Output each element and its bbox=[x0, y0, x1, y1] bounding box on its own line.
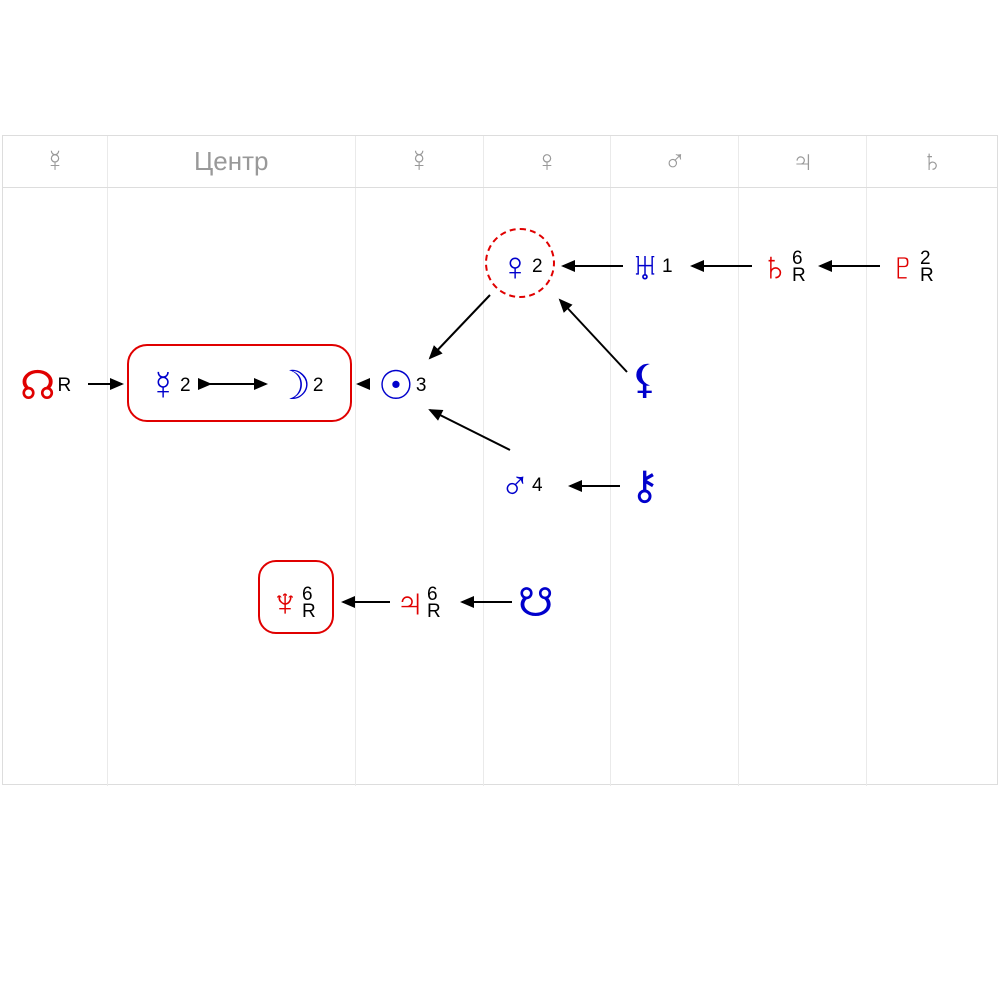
planet-saturn: ♄6R bbox=[760, 247, 806, 287]
north-node-annotation: R bbox=[58, 377, 72, 394]
north-node-glyph-icon: ☊ bbox=[20, 366, 56, 406]
lilith-glyph-icon: ⚸ bbox=[630, 360, 659, 400]
planet-uranus: ♅1 bbox=[630, 247, 673, 287]
moon-glyph-icon: ☽ bbox=[275, 366, 311, 406]
jupiter-glyph-icon: ♃ bbox=[395, 583, 425, 623]
saturn-glyph-icon: ♄ bbox=[760, 247, 790, 287]
uranus-glyph-icon: ♅ bbox=[630, 247, 660, 287]
diagram-overlay: ♀2♅1♄6R♇2R☊R☿2☽2☉3⚸♂4⚷♆6R♃6R☋ bbox=[0, 0, 1000, 1000]
planet-chiron: ⚷ bbox=[630, 466, 659, 506]
venus-top-annotation: 2 bbox=[532, 258, 543, 275]
chiron-glyph-icon: ⚷ bbox=[630, 466, 659, 506]
arrow-7 bbox=[430, 410, 510, 450]
saturn-annotation: 6R bbox=[792, 250, 806, 284]
mars-mid-annotation: 4 bbox=[532, 477, 543, 494]
planet-jupiter: ♃6R bbox=[395, 583, 441, 623]
neptune-annotation: 6R bbox=[302, 586, 316, 620]
planet-mars-mid: ♂4 bbox=[500, 466, 543, 506]
south-node-glyph-icon: ☋ bbox=[518, 583, 554, 623]
planet-venus-top: ♀2 bbox=[500, 247, 543, 287]
pluto-annotation: 2R bbox=[920, 250, 934, 284]
arrow-6 bbox=[560, 300, 627, 372]
mercury-annotation: 2 bbox=[180, 377, 191, 394]
planet-moon: ☽2 bbox=[275, 366, 323, 406]
sun-glyph-icon: ☉ bbox=[378, 366, 414, 406]
planet-pluto: ♇2R bbox=[888, 247, 934, 287]
planet-south-node: ☋ bbox=[518, 583, 554, 623]
moon-annotation: 2 bbox=[313, 377, 324, 394]
neptune-glyph-icon: ♆ bbox=[270, 583, 300, 623]
uranus-annotation: 1 bbox=[662, 258, 673, 275]
arrow-5 bbox=[430, 295, 490, 358]
jupiter-annotation: 6R bbox=[427, 586, 441, 620]
planet-north-node: ☊R bbox=[20, 366, 71, 406]
mars-mid-glyph-icon: ♂ bbox=[500, 466, 530, 506]
planet-sun: ☉3 bbox=[378, 366, 426, 406]
sun-annotation: 3 bbox=[416, 377, 427, 394]
mercury-glyph-icon: ☿ bbox=[148, 366, 178, 406]
planet-mercury: ☿2 bbox=[148, 366, 191, 406]
venus-top-glyph-icon: ♀ bbox=[500, 247, 530, 287]
planet-lilith: ⚸ bbox=[630, 360, 659, 400]
planet-neptune: ♆6R bbox=[270, 583, 316, 623]
pluto-glyph-icon: ♇ bbox=[888, 247, 918, 287]
